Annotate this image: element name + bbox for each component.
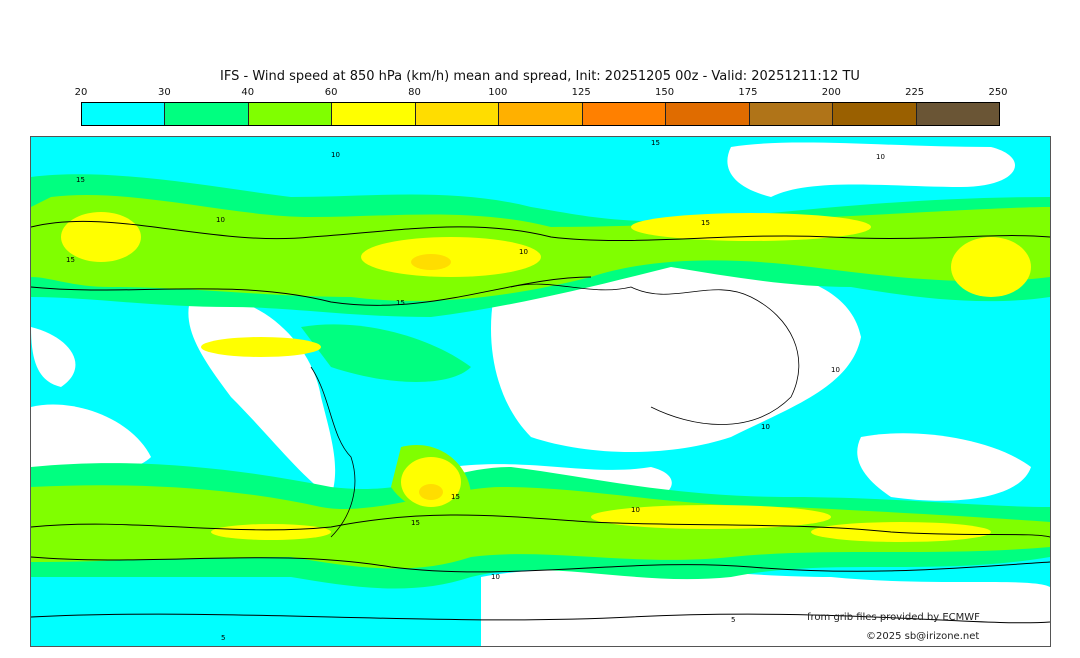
colorbar-tick-label: 20	[74, 87, 88, 98]
colorbar-swatch	[499, 103, 583, 125]
contour-label: 5	[731, 616, 735, 624]
colorbar-swatch	[833, 103, 917, 125]
colorbar-tick-label: 200	[821, 87, 841, 98]
colorbar-tick-label: 30	[157, 87, 171, 98]
contour-label: 10	[519, 248, 528, 256]
colorbar-swatch	[165, 103, 249, 125]
colorbar	[81, 102, 1000, 126]
colorbar-swatch	[415, 103, 500, 125]
colorbar-swatch	[749, 103, 834, 125]
colorbar-swatch	[582, 103, 667, 125]
map-title: IFS - Wind speed at 850 hPa (km/h) mean …	[220, 69, 860, 84]
orange-areas	[411, 254, 451, 500]
colorbar-tick-label: 80	[408, 87, 421, 98]
contour-label: 10	[876, 153, 885, 161]
contour-label: 15	[651, 139, 660, 147]
colorbar-swatch	[248, 103, 333, 125]
contour-label: 5	[221, 634, 225, 642]
contours	[31, 220, 1050, 624]
colorbar-tick-label: 225	[905, 87, 925, 98]
contour-label: 15	[66, 256, 75, 264]
contour-label: 15	[76, 176, 85, 184]
contour-label: 10	[631, 506, 640, 514]
contour-label: 15	[396, 299, 405, 307]
colorbar-tick-label: 40	[241, 87, 255, 98]
colorbar-tick-label: 150	[654, 87, 675, 98]
colorbar-swatch	[82, 103, 166, 125]
wind-speed-map: 10 15 10 15 10 15 10 15 15 10 10 15 15 10 5 5 10	[30, 136, 1051, 647]
contour-label: 10	[491, 573, 500, 581]
source-credit: from grib files provided by ECMWF	[807, 612, 980, 623]
contour-label: 15	[701, 219, 710, 227]
contour-labels: 10 15 10 15 10 15 10 15 15 10 10 15 15 10 5 5 10	[66, 139, 885, 642]
contour-label: 15	[411, 519, 420, 527]
contour-label: 10	[761, 423, 770, 431]
colorbar-tick-label: 100	[488, 87, 508, 98]
colorbar-tick-label: 175	[738, 87, 758, 98]
contour-label: 10	[216, 216, 225, 224]
contour-label: 10	[331, 151, 340, 159]
contour-label: 10	[831, 366, 840, 374]
colorbar-swatch	[332, 103, 416, 125]
contour-label: 15	[451, 493, 460, 501]
copyright: ©2025 sb@irizone.net	[866, 631, 980, 642]
colorbar-tick-label: 250	[988, 87, 1008, 98]
colorbar-tick-label: 125	[571, 87, 591, 98]
colorbar-swatch	[916, 103, 999, 125]
colorbar-tick-label: 60	[324, 87, 338, 98]
colorbar-swatch	[666, 103, 750, 125]
yellow-areas	[61, 212, 1031, 542]
